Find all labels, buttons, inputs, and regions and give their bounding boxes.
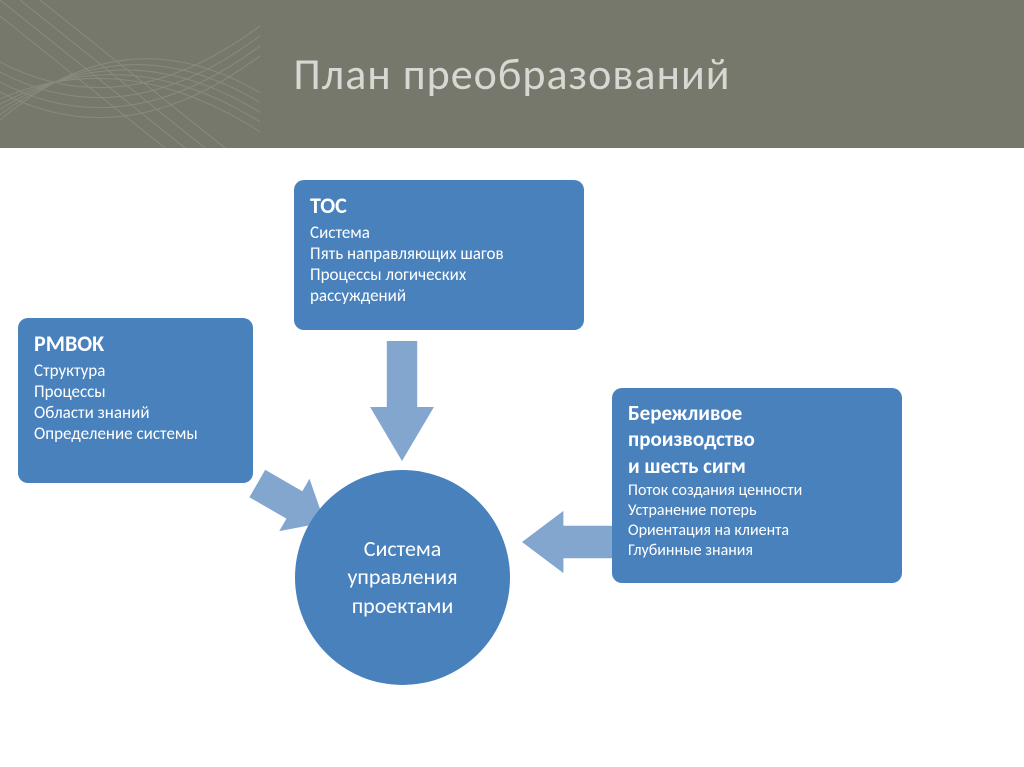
slide-title: План преобразований (293, 47, 730, 101)
box-lean-title: Бережливое производство и шесть сигм (628, 400, 886, 479)
box-pmbok-title: PMBOK (34, 330, 237, 358)
box-lean-sixsigma: Бережливое производство и шесть сигм Пот… (612, 388, 902, 583)
diagram-canvas: TOC Система Пять направляющих шагов Проц… (0, 148, 1024, 767)
center-node: Система управления проектами (295, 470, 510, 685)
box-pmbok-body: Структура Процессы Области знаний Опреде… (34, 360, 237, 445)
arrow-from-toc (364, 341, 440, 461)
box-toc-title: TOC (310, 192, 568, 220)
header-decorative-pattern (0, 0, 260, 148)
arrow-from-lean (522, 505, 614, 579)
center-node-label: Система управления проектами (347, 535, 457, 621)
box-toc: TOC Система Пять направляющих шагов Проц… (294, 180, 584, 330)
box-toc-body: Система Пять направляющих шагов Процессы… (310, 222, 568, 307)
box-lean-body: Поток создания ценности Устранение потер… (628, 481, 886, 561)
box-pmbok: PMBOK Структура Процессы Области знаний … (18, 318, 253, 483)
slide-header: План преобразований (0, 0, 1024, 148)
